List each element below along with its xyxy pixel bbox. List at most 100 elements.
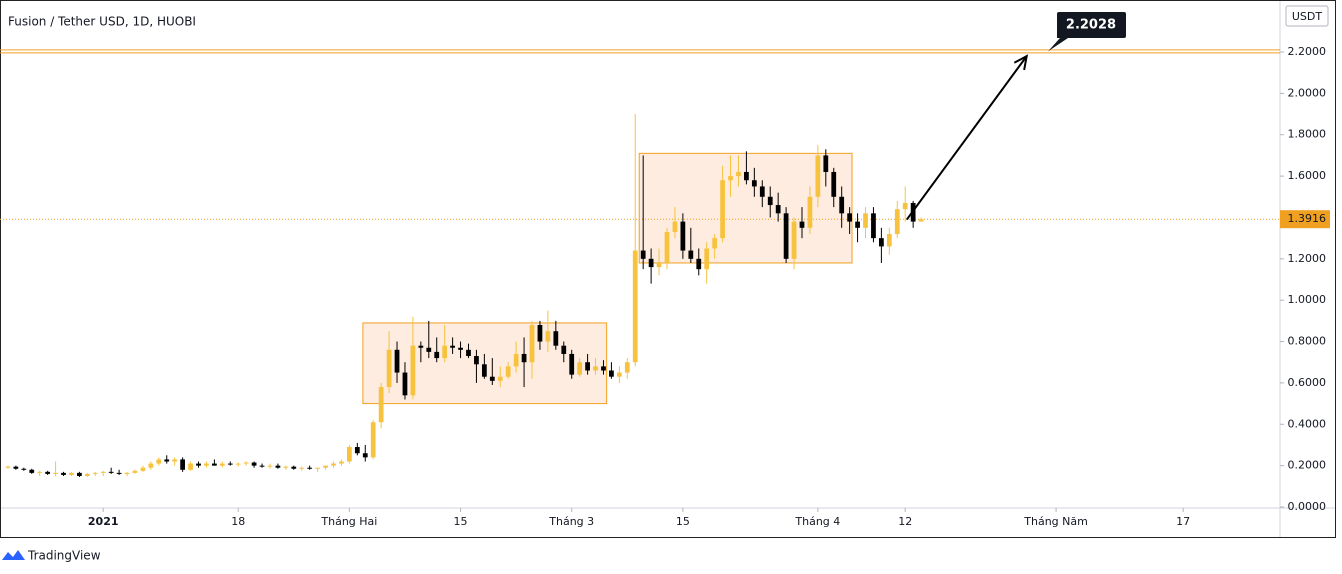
target-label: 2.2028 — [1066, 18, 1116, 33]
candle-body — [13, 466, 19, 469]
candle-body — [346, 447, 352, 462]
candle-body — [529, 325, 535, 363]
candle-body — [601, 366, 606, 371]
candle-body — [481, 364, 487, 377]
candle-body — [553, 331, 559, 346]
candle-body — [767, 196, 773, 206]
candle-body — [219, 463, 225, 466]
y-tick-label: 0.8000 — [1288, 335, 1327, 348]
candle-body — [45, 471, 51, 474]
candle-body — [61, 472, 66, 475]
y-tick-label: 1.8000 — [1288, 128, 1327, 141]
candle-body — [37, 471, 43, 473]
candle-body — [664, 231, 670, 263]
y-tick-label: 2.2000 — [1288, 45, 1327, 58]
candle-body — [339, 461, 344, 464]
candle-body — [116, 472, 122, 474]
candle-body — [458, 347, 463, 350]
candle-body — [918, 219, 924, 222]
candle-body — [299, 467, 305, 469]
y-tick-label: 0.0000 — [1288, 500, 1327, 513]
candle-body — [640, 250, 646, 259]
candle-body — [402, 372, 408, 396]
candle-body — [513, 353, 519, 367]
last-price-tag — [1280, 210, 1330, 229]
candle-body — [315, 467, 320, 469]
candle-body — [410, 345, 416, 396]
candle-body — [863, 213, 868, 228]
candle-body — [267, 465, 273, 467]
y-tick-label: 1.2000 — [1288, 252, 1327, 265]
candle-body — [751, 180, 757, 187]
candle-body — [680, 221, 686, 251]
candle-body — [212, 463, 217, 466]
y-tick-label: 1.0000 — [1288, 293, 1327, 306]
brand-logo — [2, 550, 25, 560]
candle-body — [84, 473, 90, 476]
candle-body — [744, 171, 749, 181]
candle-body — [894, 209, 900, 235]
candle-body — [100, 471, 106, 473]
candle-body — [5, 466, 11, 468]
y-tick-label: 0.6000 — [1288, 376, 1327, 389]
candle-body — [489, 376, 495, 381]
last-price-label: 1.3916 — [1288, 212, 1327, 225]
currency: USDT — [1292, 10, 1323, 23]
candle-body — [370, 422, 376, 458]
candle-body — [180, 459, 186, 470]
candle-body — [69, 472, 74, 475]
brand: TradingView — [27, 549, 101, 563]
candle-body — [442, 345, 448, 359]
candle-body — [569, 353, 575, 375]
candle-body — [108, 471, 114, 473]
candle-body — [172, 459, 178, 462]
candle-body — [235, 463, 241, 465]
arrow — [905, 55, 1028, 221]
candle-body — [728, 176, 733, 181]
candle-body — [251, 462, 257, 466]
y-tick-label: 1.6000 — [1288, 169, 1327, 182]
candle-body — [354, 447, 360, 454]
candle-body — [609, 370, 614, 377]
candle-body — [656, 262, 662, 268]
candle-body — [807, 196, 813, 228]
candle-body — [791, 221, 797, 259]
candle-body — [259, 465, 265, 467]
candle-body — [378, 387, 384, 423]
candle-body — [648, 258, 654, 268]
candle-body — [632, 250, 638, 363]
candle-body — [672, 221, 678, 232]
candle-body — [616, 372, 622, 377]
candle-body — [291, 466, 297, 469]
candle-body — [839, 196, 845, 214]
x-tick-label: 15 — [454, 515, 468, 528]
candle-body — [243, 462, 249, 464]
frame — [0, 0, 1336, 538]
x-tick-label: Tháng Hai — [320, 515, 377, 528]
candle-body — [704, 248, 710, 270]
candle-body — [624, 362, 630, 373]
x-tick-label: 17 — [1176, 515, 1190, 528]
candle-body — [331, 463, 336, 466]
y-tick-label: 2.0000 — [1288, 86, 1327, 99]
candle-body — [823, 155, 829, 172]
candle-body — [775, 205, 781, 214]
candle-body — [886, 234, 892, 247]
candle-body — [759, 186, 765, 197]
candle-body — [386, 349, 392, 388]
currency-box[interactable] — [1285, 5, 1329, 27]
x-tick-label: 18 — [231, 515, 245, 528]
candle-body — [831, 171, 837, 197]
candle-body — [227, 463, 233, 465]
candle-body — [879, 238, 884, 247]
candle-body — [712, 238, 718, 249]
candle-body — [815, 155, 821, 197]
candle-body — [736, 171, 741, 177]
candle-body — [156, 459, 162, 464]
candle-body — [21, 468, 27, 470]
candle-body — [283, 466, 289, 468]
candle-body — [307, 467, 313, 469]
candle-body — [696, 258, 702, 270]
arrow-head — [1013, 54, 1029, 71]
